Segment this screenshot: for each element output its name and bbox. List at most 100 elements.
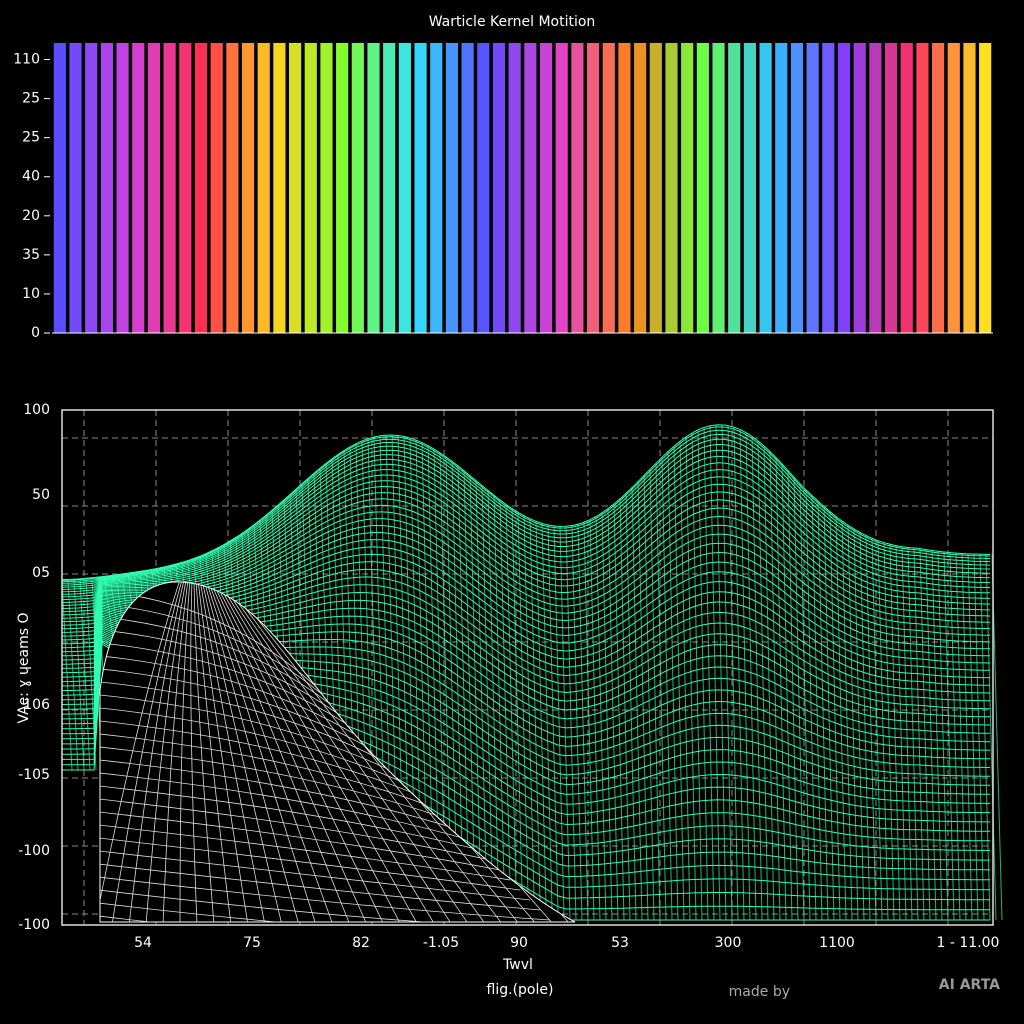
mesh-line <box>439 452 451 847</box>
bar <box>256 41 271 334</box>
bar <box>774 41 789 334</box>
mesh-line <box>799 483 811 921</box>
mesh-line <box>373 436 385 808</box>
mesh-line <box>475 480 487 869</box>
bar <box>209 41 224 334</box>
dome-line <box>203 581 300 922</box>
dome-line <box>100 849 531 901</box>
mesh-line <box>703 427 715 921</box>
mesh-line <box>883 542 895 921</box>
mesh-line <box>847 525 859 921</box>
y-tick-label: 20 <box>22 208 40 224</box>
mesh-line <box>613 503 625 921</box>
watermark-prefix: made by <box>729 984 790 1000</box>
mesh-line <box>721 424 733 921</box>
x-axis-label: Twvl <box>502 957 533 973</box>
dome-line <box>100 628 361 731</box>
bar <box>115 41 130 334</box>
dome-line <box>100 810 501 871</box>
plot-frame <box>61 409 994 926</box>
y-tick-label: 05 <box>32 565 50 581</box>
y-tick-label: 10 <box>22 286 40 302</box>
bar <box>836 41 852 334</box>
dome-mesh <box>100 581 575 922</box>
y-tick-label: 100 <box>23 402 50 418</box>
dome-line <box>145 581 187 922</box>
chart-title: Warticle Kernel Motition <box>429 14 596 30</box>
mesh-line <box>379 435 391 811</box>
mesh-line <box>685 436 697 921</box>
mesh-line <box>529 518 541 901</box>
mesh-line <box>391 434 403 819</box>
mesh-line <box>541 523 553 909</box>
mesh-line <box>433 448 445 844</box>
bar <box>178 41 193 334</box>
mesh-line <box>607 508 619 921</box>
bar <box>554 41 569 334</box>
mesh-line <box>385 435 397 815</box>
mesh-line <box>817 501 829 921</box>
mesh-line <box>61 480 991 603</box>
mesh-line <box>931 550 943 921</box>
watermark-brand: AI ARTA <box>939 977 1000 993</box>
mesh-line <box>661 457 673 921</box>
mesh-line <box>73 579 85 771</box>
bar <box>711 41 726 334</box>
bar <box>162 41 177 334</box>
bar <box>225 41 240 334</box>
x-tick-label: 300 <box>715 935 742 951</box>
bar <box>664 41 679 334</box>
bar <box>680 41 695 334</box>
mesh-line <box>553 526 565 916</box>
dome-line <box>100 581 181 922</box>
bar <box>288 41 303 334</box>
dome-line <box>100 693 411 781</box>
x-tick-label: 1 - 11.00 <box>937 935 1000 951</box>
bar <box>382 41 397 334</box>
mesh-line <box>451 461 463 855</box>
dome-line <box>193 581 215 922</box>
mesh-line <box>673 446 685 921</box>
mesh-line <box>559 526 571 919</box>
y-axis-label: VAe: ɣ ɥeams O <box>16 612 32 723</box>
mesh-line <box>367 438 379 804</box>
mesh-line <box>907 547 919 921</box>
mesh-line <box>589 519 601 921</box>
mesh-line <box>811 495 823 921</box>
mesh-line <box>937 551 949 921</box>
bar <box>68 41 83 334</box>
y-tick-label: 110 <box>13 52 40 68</box>
mesh-line <box>889 544 901 921</box>
dome-line <box>205 581 317 922</box>
bar <box>397 41 412 334</box>
mesh-line <box>841 521 853 921</box>
mesh-line <box>61 429 991 583</box>
bar <box>476 41 491 334</box>
mesh-line <box>943 552 955 921</box>
bar <box>585 41 601 334</box>
mesh-line <box>103 576 115 646</box>
mesh-line <box>709 425 721 921</box>
bar <box>821 41 836 334</box>
mesh-line <box>895 545 907 921</box>
mesh-line <box>829 511 841 921</box>
mesh-line <box>409 437 421 829</box>
mesh-line <box>505 504 517 887</box>
mesh-line <box>355 443 367 797</box>
mesh-line <box>463 470 475 862</box>
mesh-line <box>625 493 637 921</box>
mesh-line <box>619 498 631 921</box>
x-tick-label: 82 <box>352 935 370 951</box>
mesh-line <box>517 512 529 894</box>
dome-line <box>100 654 381 751</box>
dome-line <box>100 901 571 922</box>
bar <box>758 41 773 334</box>
mesh-line <box>61 462 991 595</box>
mesh-line <box>631 487 643 921</box>
mesh-line <box>643 475 655 921</box>
bar <box>852 41 867 334</box>
mesh-line <box>61 424 991 581</box>
mesh-line <box>985 554 997 921</box>
bar <box>99 41 114 334</box>
